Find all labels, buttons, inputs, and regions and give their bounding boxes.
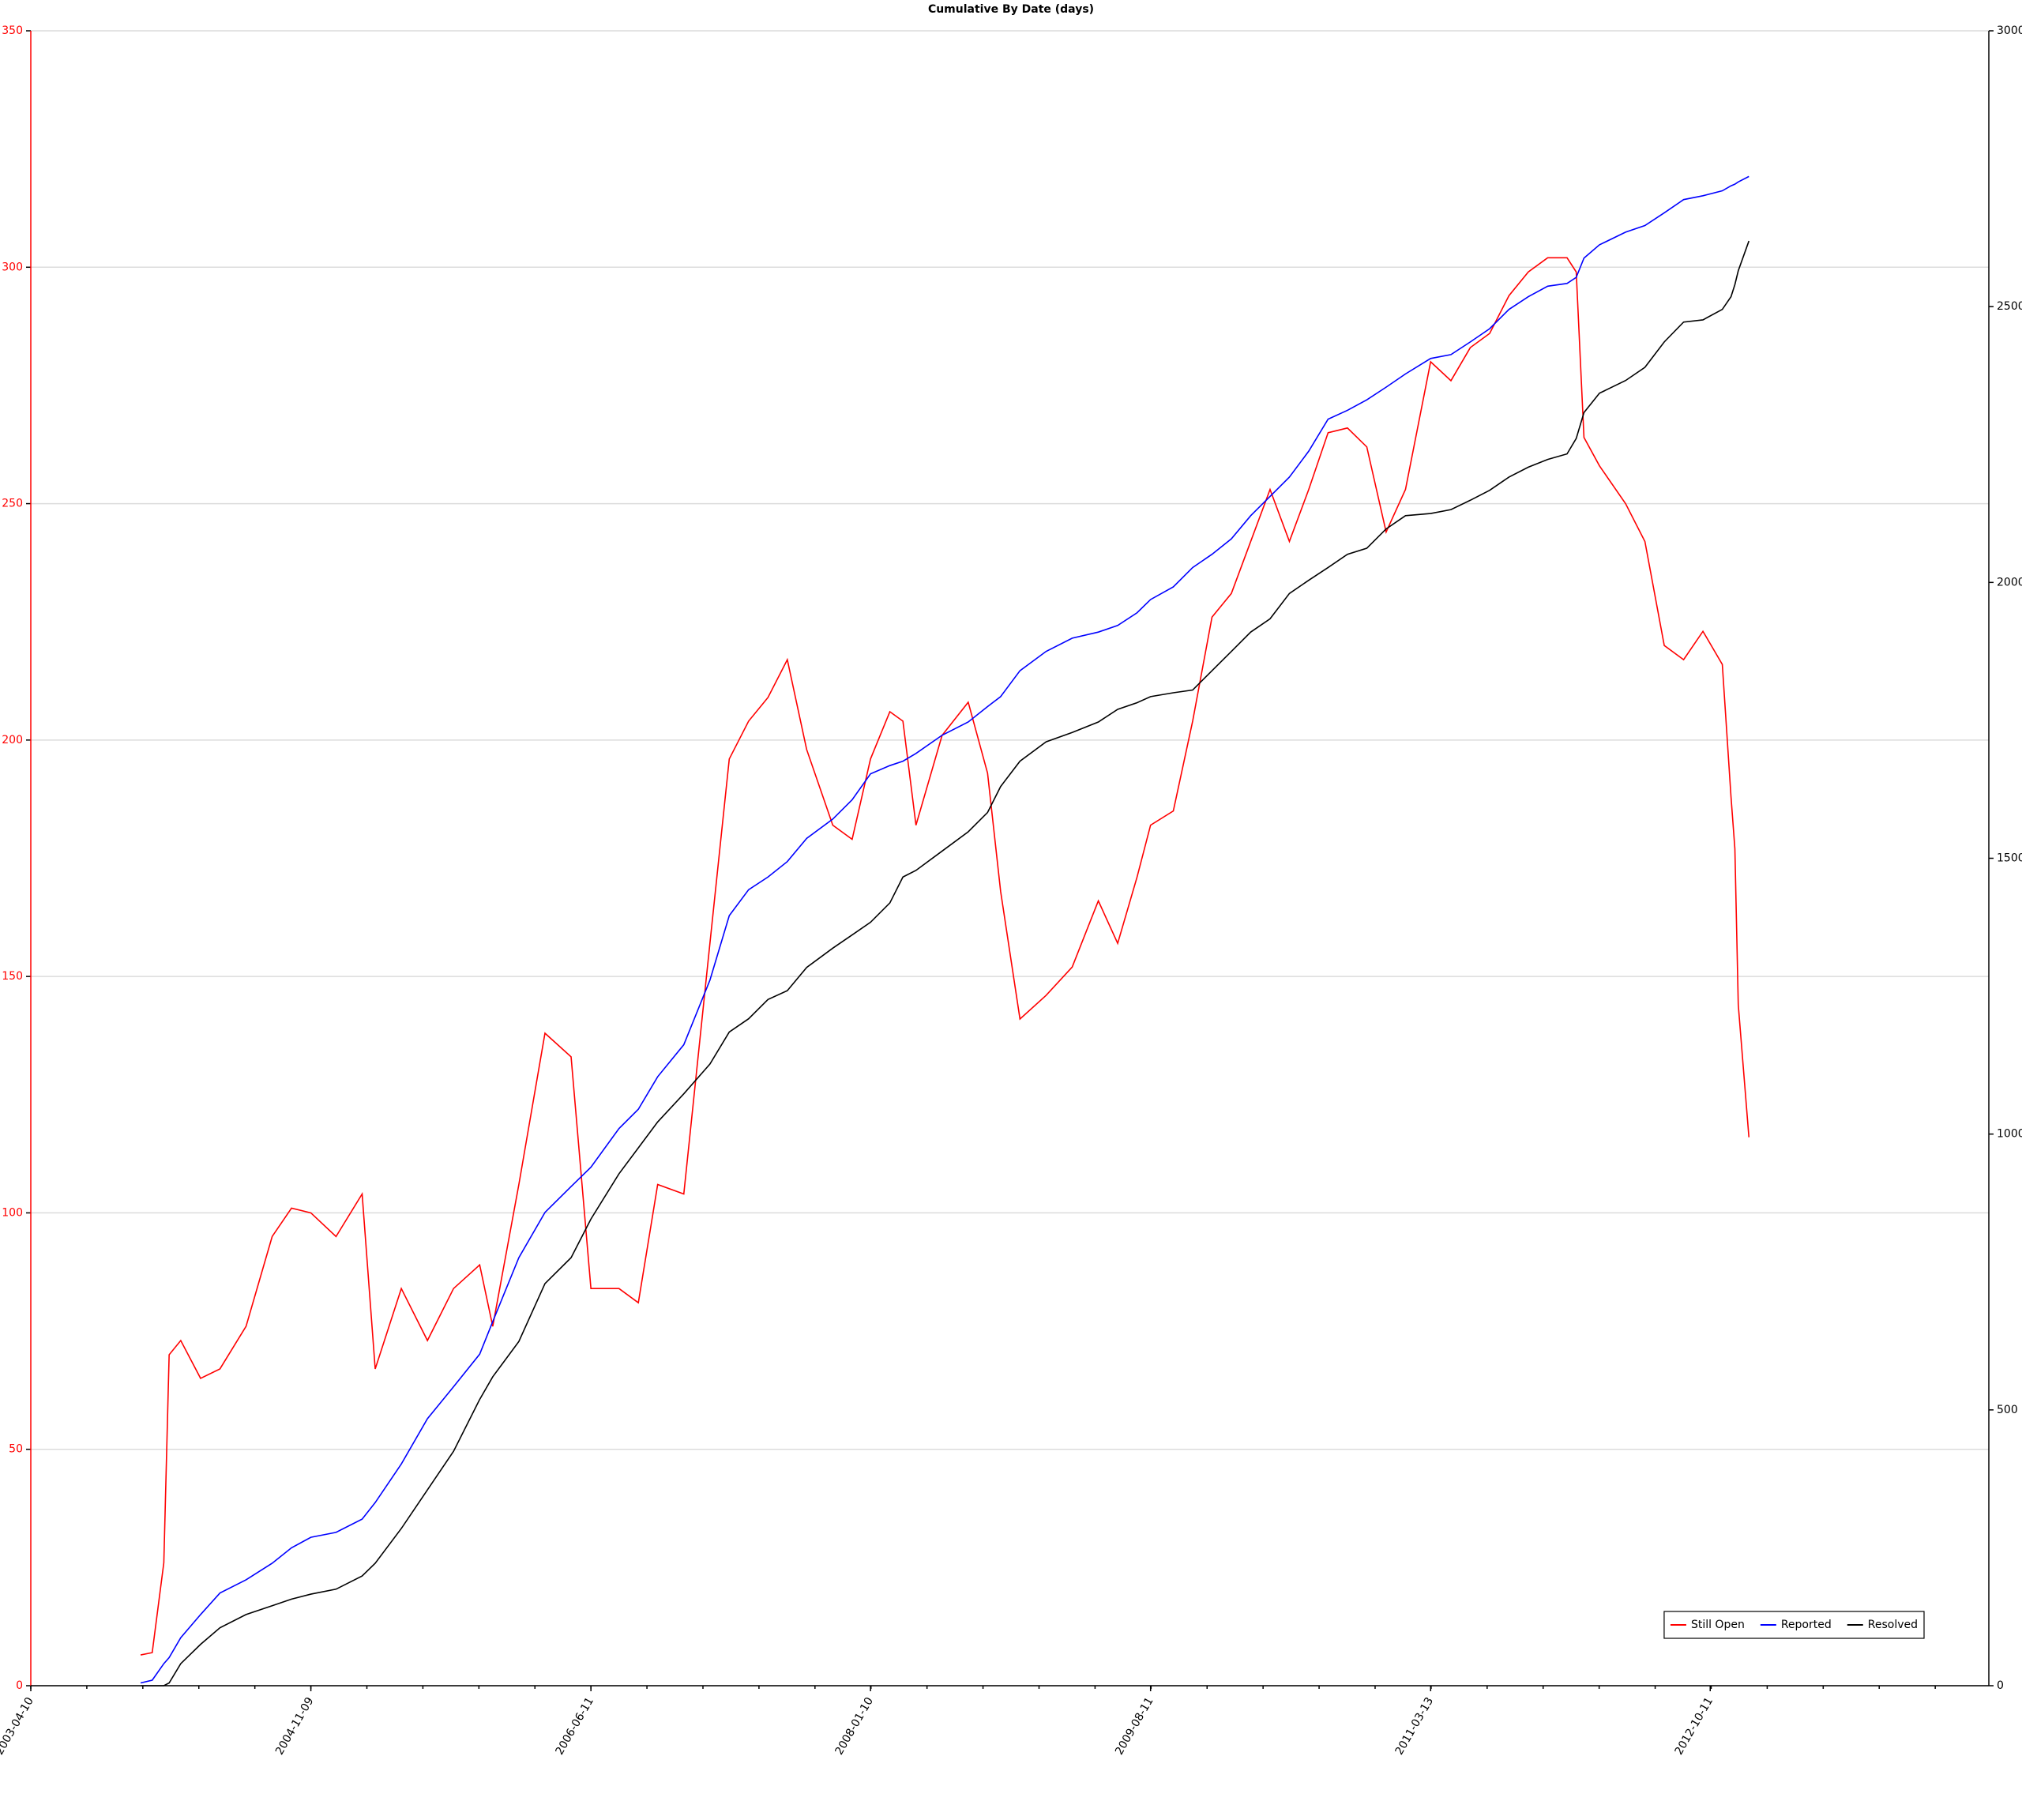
chart-title: Cumulative By Date (days)	[928, 3, 1094, 16]
y2-tick-label: 2500	[1997, 300, 2022, 313]
y2-tick-label: 0	[1997, 1679, 2004, 1692]
legend: Still Open Reported Resolved	[1663, 1611, 1925, 1639]
x-tick-label: 2003-04-10	[0, 1695, 36, 1757]
x-tick-label: 2008-01-10	[833, 1695, 877, 1757]
y-tick-label: 150	[2, 970, 23, 983]
x-tick-label: 2011-03-13	[1393, 1695, 1437, 1757]
y-tick-label: 100	[2, 1206, 23, 1219]
y2-tick-label: 3000	[1997, 24, 2022, 37]
x-tick-label: 2009-08-11	[1113, 1695, 1156, 1757]
y-tick-label: 300	[2, 261, 23, 273]
y-tick-label: 350	[2, 24, 23, 37]
x-tick-label: 2006-06-11	[554, 1695, 597, 1757]
series-line	[140, 257, 1750, 1656]
legend-label: Resolved	[1868, 1619, 1918, 1631]
y-tick-label: 0	[16, 1679, 23, 1692]
y-tick-label: 50	[9, 1443, 23, 1456]
x-tick-label: 2004-11-09	[273, 1695, 317, 1757]
legend-box	[1663, 1611, 1925, 1639]
y2-tick-label: 1500	[1997, 852, 2022, 865]
y2-tick-label: 500	[1997, 1404, 2018, 1416]
y-tick-label: 200	[2, 734, 23, 746]
x-tick-label: 2012-10-11	[1673, 1695, 1716, 1757]
series-line	[141, 240, 1750, 1687]
y-tick-label: 250	[2, 498, 23, 510]
y2-tick-label: 2000	[1997, 576, 2022, 588]
legend-label: Still Open	[1691, 1619, 1745, 1631]
legend-label: Reported	[1781, 1619, 1832, 1631]
series-line	[140, 175, 1750, 1684]
y2-tick-label: 1000	[1997, 1128, 2022, 1141]
